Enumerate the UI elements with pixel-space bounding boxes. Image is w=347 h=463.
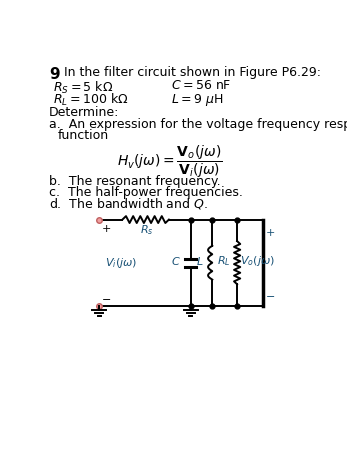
Text: $R_s$: $R_s$: [141, 224, 154, 237]
Text: $+$: $+$: [265, 227, 275, 238]
Text: $-$: $-$: [265, 290, 275, 300]
Text: d.  The bandwidth and $Q$.: d. The bandwidth and $Q$.: [49, 196, 208, 212]
Text: $L = 9\ \mu\mathrm{H}$: $L = 9\ \mu\mathrm{H}$: [171, 92, 224, 108]
Text: $C = 56\ \mathrm{nF}$: $C = 56\ \mathrm{nF}$: [171, 80, 232, 93]
Text: $-$: $-$: [101, 293, 111, 303]
Text: a.  An expression for the voltage frequency response: a. An expression for the voltage frequen…: [49, 118, 347, 131]
Text: $+$: $+$: [101, 223, 111, 234]
Text: $H_v(j\omega) = \dfrac{\mathbf{V}_o(j\omega)}{\mathbf{V}_i(j\omega)}$: $H_v(j\omega) = \dfrac{\mathbf{V}_o(j\om…: [117, 144, 222, 181]
Text: $R_S = 5\ \mathrm{k\Omega}$: $R_S = 5\ \mathrm{k\Omega}$: [53, 80, 113, 95]
Text: $L$: $L$: [196, 255, 204, 267]
Text: In the filter circuit shown in Figure P6.29:: In the filter circuit shown in Figure P6…: [64, 66, 321, 79]
Text: $R_L = 100\ \mathrm{k\Omega}$: $R_L = 100\ \mathrm{k\Omega}$: [53, 92, 128, 108]
Text: $V_i(j\omega)$: $V_i(j\omega)$: [105, 256, 138, 269]
Text: Determine:: Determine:: [49, 106, 119, 119]
Text: $C$: $C$: [171, 255, 180, 267]
Text: $V_o(j\omega)$: $V_o(j\omega)$: [240, 254, 275, 268]
Text: b.  The resonant frequency.: b. The resonant frequency.: [49, 175, 220, 188]
Text: $R_L$: $R_L$: [217, 254, 231, 268]
Text: $\mathbf{9}$: $\mathbf{9}$: [49, 66, 60, 81]
Text: function: function: [58, 129, 109, 142]
Text: c.  The half-power frequencies.: c. The half-power frequencies.: [49, 186, 243, 199]
